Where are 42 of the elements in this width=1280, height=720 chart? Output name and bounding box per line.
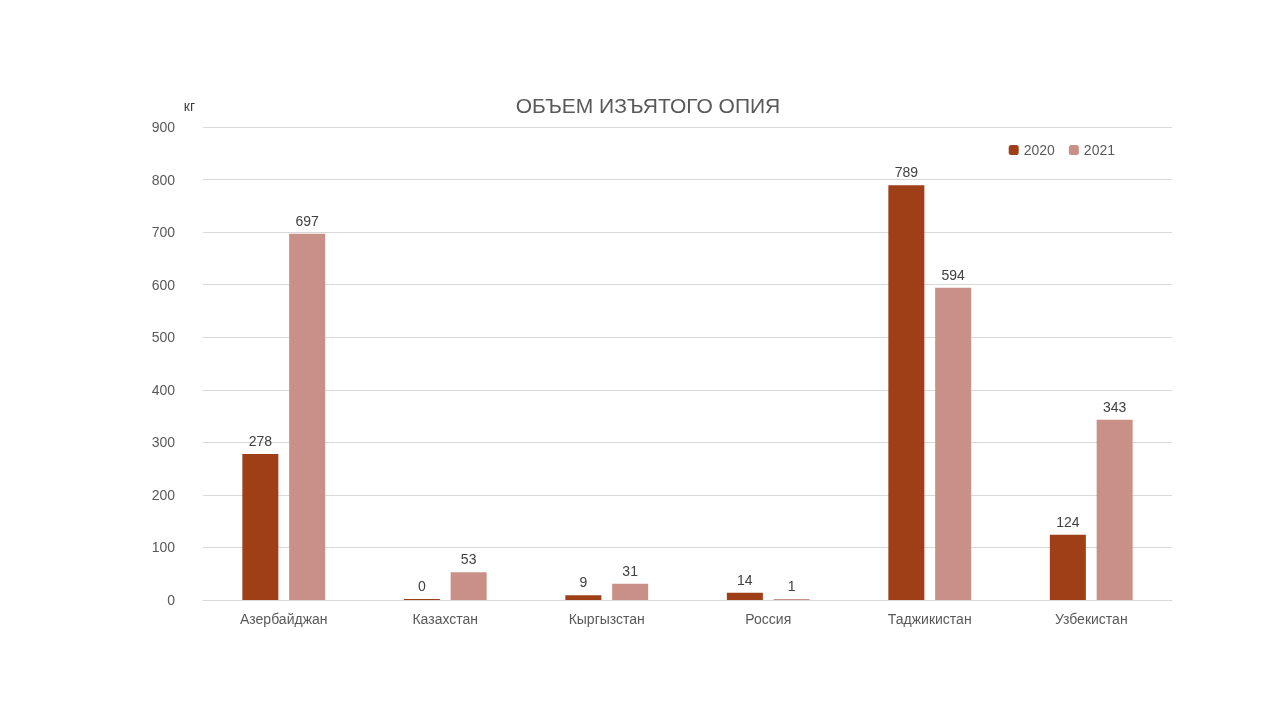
y-tick-label: 800 [151,171,176,188]
bar [935,287,972,600]
data-label: 278 [248,432,273,449]
bar [450,572,487,600]
bar [1049,534,1086,600]
x-tick-label: Россия [745,611,792,627]
data-label: 14 [737,571,753,588]
data-label: 9 [579,574,588,591]
bar [242,453,279,600]
x-tick-label: Кыргызстан [568,611,645,627]
y-tick-label: 500 [151,329,176,346]
y-tick-label: 300 [151,434,176,451]
data-label: 31 [622,562,639,579]
x-tick-label: Азербайджан [239,611,328,627]
y-tick-label: 100 [151,539,176,556]
data-label: 343 [1102,398,1127,415]
x-tick-label: Казахстан [412,611,479,627]
data-label: 697 [295,212,320,229]
data-label: 0 [417,578,426,594]
x-tick-label: Узбекистан [1054,611,1128,627]
y-tick-label: 0 [167,592,176,608]
bar [612,583,649,600]
bar [888,185,925,600]
y-tick-label: 200 [151,486,176,503]
y-tick-label: 700 [151,224,176,241]
bar [726,592,763,600]
x-tick-label: Таджикистан [887,611,972,627]
bar [1096,419,1133,600]
legend-label: 2021 [1083,142,1116,158]
data-label: 124 [1056,513,1080,530]
y-axis-title: кг [183,98,195,114]
data-label: 1 [787,578,796,594]
y-tick-label: 400 [151,381,176,398]
data-label: 594 [941,266,966,283]
y-tick-label: 600 [151,276,176,293]
bar [565,595,602,600]
y-tick-label: 900 [151,119,176,135]
data-label: 53 [460,551,477,568]
chart-title: ОБЪЕМ ИЗЪЯТОГО ОПИЯ [515,94,781,117]
legend-label: 2020 [1023,142,1056,158]
data-label: 789 [894,164,919,181]
bar [289,233,326,600]
